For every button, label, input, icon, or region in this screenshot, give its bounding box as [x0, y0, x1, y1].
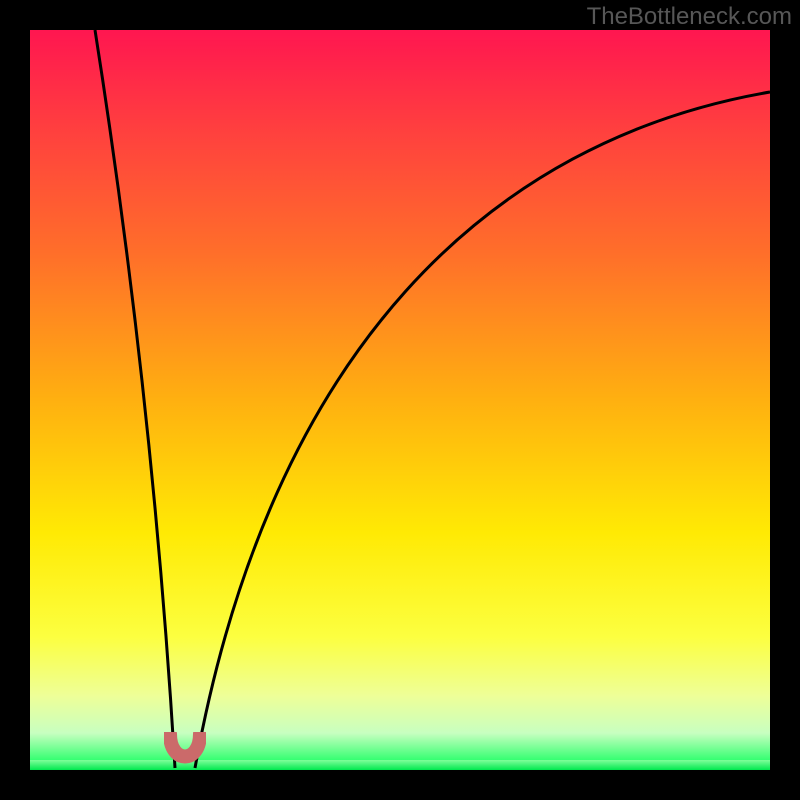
curve-left-branch	[95, 30, 175, 768]
chart-frame: TheBottleneck.com	[0, 0, 800, 800]
bottleneck-curve	[30, 30, 770, 770]
plot-area	[30, 30, 770, 770]
optimal-point-marker-icon	[164, 732, 206, 768]
curve-right-branch	[195, 92, 770, 768]
marker-u-path	[170, 734, 200, 757]
watermark-text: TheBottleneck.com	[587, 3, 792, 31]
